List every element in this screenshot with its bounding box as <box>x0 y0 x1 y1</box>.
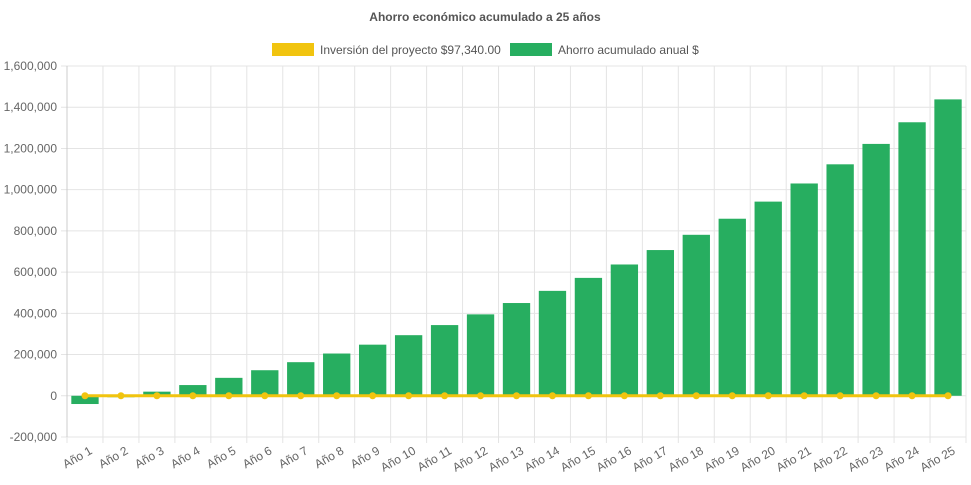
x-tick-label: Año 21 <box>774 443 814 474</box>
investment-point[interactable] <box>800 392 808 400</box>
x-tick-label: Año 4 <box>168 443 202 471</box>
x-tick-label: Año 9 <box>348 443 382 471</box>
legend: Inversión del proyecto $97,340.00 Ahorro… <box>272 43 699 57</box>
legend-label-investment: Inversión del proyecto $97,340.00 <box>320 43 501 57</box>
bar-ahorro[interactable] <box>538 290 567 396</box>
x-tick-label: Año 25 <box>918 443 958 474</box>
bar-ahorro[interactable] <box>394 335 423 396</box>
x-tick-label: Año 5 <box>204 443 238 471</box>
bar-ahorro[interactable] <box>610 264 639 396</box>
x-tick-label: Año 14 <box>522 443 562 474</box>
bar-ahorro[interactable] <box>574 277 603 396</box>
bar-ahorro[interactable] <box>646 250 675 396</box>
investment-point[interactable] <box>836 392 844 400</box>
investment-point[interactable] <box>872 392 880 400</box>
investment-point[interactable] <box>620 392 628 400</box>
bar-ahorro[interactable] <box>215 377 243 396</box>
y-tick-label: 200,000 <box>14 348 58 362</box>
x-tick-label: Año 19 <box>702 443 742 474</box>
bar-ahorro[interactable] <box>898 122 926 396</box>
investment-point[interactable] <box>333 392 341 400</box>
bar-ahorro[interactable] <box>466 314 495 396</box>
grid <box>61 65 967 443</box>
chart-title: Ahorro económico acumulado a 25 años <box>369 10 601 24</box>
y-tick-label: 0 <box>50 389 57 403</box>
investment-point[interactable] <box>728 392 736 400</box>
legend-item-savings[interactable]: Ahorro acumulado anual $ <box>510 43 699 57</box>
x-tick-label: Año 16 <box>594 443 634 474</box>
bar-ahorro[interactable] <box>754 201 782 396</box>
x-tick-label: Año 13 <box>486 443 526 474</box>
bar-ahorro[interactable] <box>790 183 818 396</box>
x-tick-label: Año 17 <box>630 443 670 474</box>
investment-point[interactable] <box>908 392 916 400</box>
investment-point[interactable] <box>189 392 197 400</box>
investment-point[interactable] <box>153 392 161 400</box>
bar-ahorro[interactable] <box>682 234 710 396</box>
x-tick-label: Año 20 <box>738 443 778 474</box>
y-tick-label: 1,200,000 <box>4 141 58 155</box>
legend-swatch-investment <box>272 43 314 56</box>
bar-ahorro[interactable] <box>430 325 459 396</box>
x-tick-label: Año 6 <box>240 443 274 471</box>
bar-ahorro[interactable] <box>358 344 387 396</box>
y-tick-label: 1,400,000 <box>4 100 58 114</box>
bar-ahorro[interactable] <box>826 164 854 396</box>
investment-point[interactable] <box>548 392 556 400</box>
y-tick-label: 1,600,000 <box>4 59 58 73</box>
investment-point[interactable] <box>297 392 305 400</box>
bars <box>71 99 962 405</box>
y-tick-label: 1,000,000 <box>4 183 58 197</box>
x-axis-ticks: Año 1 Año 2 Año 3 Año 4 Año 5 Año 6 Año 7 Año 8… <box>60 443 957 474</box>
investment-point[interactable] <box>117 392 125 400</box>
investment-point[interactable] <box>441 392 449 400</box>
x-tick-label: Año 15 <box>558 443 598 474</box>
legend-item-investment[interactable]: Inversión del proyecto $97,340.00 <box>272 43 501 57</box>
x-tick-label: Año 8 <box>312 443 346 471</box>
x-tick-label: Año 24 <box>882 443 922 474</box>
x-tick-label: Año 2 <box>96 443 130 471</box>
bar-ahorro[interactable] <box>862 143 890 396</box>
investment-point[interactable] <box>692 392 700 400</box>
x-tick-label: Año 10 <box>378 443 418 474</box>
x-tick-label: Año 1 <box>60 443 94 471</box>
investment-point[interactable] <box>369 392 377 400</box>
investment-point[interactable] <box>477 392 485 400</box>
x-tick-label: Año 22 <box>810 443 850 474</box>
legend-label-savings: Ahorro acumulado anual $ <box>558 43 699 57</box>
investment-point[interactable] <box>584 392 592 400</box>
bar-ahorro[interactable] <box>251 370 279 396</box>
bar-ahorro[interactable] <box>934 99 962 396</box>
x-tick-label: Año 7 <box>276 443 310 471</box>
x-tick-label: Año 3 <box>132 443 166 471</box>
investment-point[interactable] <box>656 392 664 400</box>
bar-ahorro[interactable] <box>71 395 99 405</box>
investment-point[interactable] <box>513 392 520 400</box>
y-tick-label: -200,000 <box>10 430 58 444</box>
y-tick-label: 400,000 <box>14 306 58 320</box>
investment-line <box>81 392 952 400</box>
x-tick-label: Año 18 <box>666 443 706 474</box>
bar-ahorro[interactable] <box>502 303 531 396</box>
bar-ahorro[interactable] <box>179 385 207 396</box>
investment-point[interactable] <box>81 392 89 400</box>
investment-point[interactable] <box>261 392 269 400</box>
y-tick-label: 600,000 <box>14 265 58 279</box>
legend-swatch-savings <box>510 43 552 56</box>
bar-ahorro[interactable] <box>718 218 746 396</box>
bar-ahorro[interactable] <box>323 353 351 396</box>
x-tick-label: Año 23 <box>846 443 886 474</box>
bar-ahorro[interactable] <box>287 362 315 396</box>
y-axis-ticks: 1,600,000 1,400,000 1,200,000 1,000,000 800,… <box>4 59 58 444</box>
investment-point[interactable] <box>764 392 772 400</box>
y-tick-label: 800,000 <box>14 224 58 238</box>
investment-point[interactable] <box>944 392 952 400</box>
investment-point[interactable] <box>405 392 413 400</box>
investment-point[interactable] <box>225 392 233 400</box>
x-tick-label: Año 11 <box>415 443 454 474</box>
x-tick-label: Año 12 <box>450 443 490 474</box>
